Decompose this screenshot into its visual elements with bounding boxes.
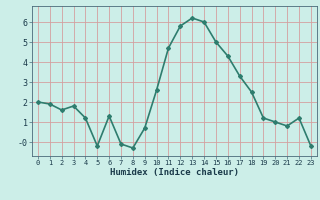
X-axis label: Humidex (Indice chaleur): Humidex (Indice chaleur) <box>110 168 239 177</box>
